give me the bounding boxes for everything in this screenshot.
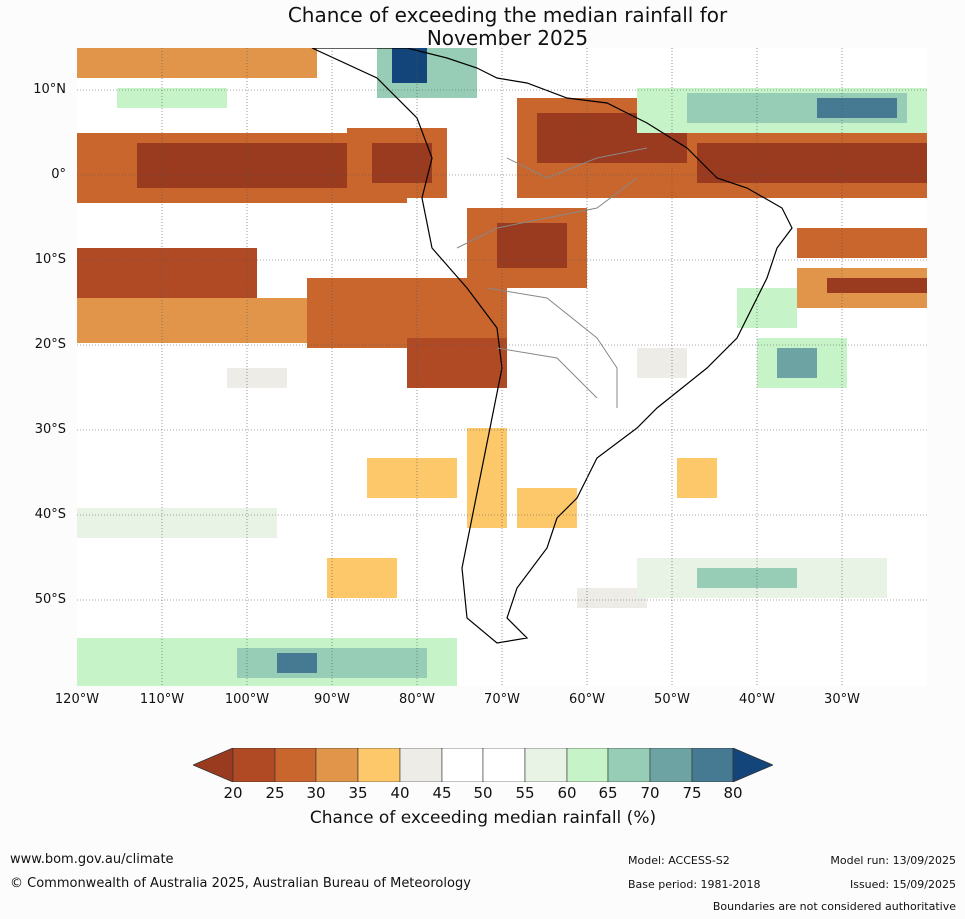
lon-label-100w: 100°W xyxy=(224,692,270,707)
colorbar-low-arrow xyxy=(193,748,234,782)
copyright-text: © Commonwealth of Australia 2025, Austra… xyxy=(10,876,471,891)
colorbar-bin-50-55 xyxy=(482,748,526,782)
colorbar-bin-40-45 xyxy=(399,748,443,782)
colorbar-tick-25: 25 xyxy=(265,784,285,802)
lon-label-30w: 30°W xyxy=(824,692,860,707)
lon-label-90w: 90°W xyxy=(314,692,350,707)
colorbar-bin-20-25 xyxy=(232,748,276,782)
wet-anomaly-fields xyxy=(77,48,927,686)
map-canvas xyxy=(77,48,927,686)
colorbar-label: Chance of exceeding median rainfall (%) xyxy=(309,808,657,828)
colorbar-tick-80: 80 xyxy=(723,784,743,802)
title-line-2: November 2025 xyxy=(426,26,589,50)
lon-label-50w: 50°W xyxy=(654,692,690,707)
colorbar-tick-45: 45 xyxy=(432,784,452,802)
colorbar-bin-75-80 xyxy=(691,748,734,782)
dry-anomaly-fields xyxy=(77,48,927,608)
lat-label-40s: 40°S xyxy=(34,507,66,522)
colorbar-tick-75: 75 xyxy=(682,784,702,802)
model-text: Model: ACCESS-S2 xyxy=(628,854,730,867)
graticule xyxy=(77,48,927,686)
colorbar-high-arrow xyxy=(732,748,773,782)
lon-label-110w: 110°W xyxy=(139,692,185,707)
colorbar-tick-50: 50 xyxy=(473,784,493,802)
colorbar-tick-30: 30 xyxy=(306,784,326,802)
colorbar-tick-35: 35 xyxy=(348,784,368,802)
colorbar xyxy=(193,748,773,782)
lon-label-40w: 40°W xyxy=(739,692,775,707)
colorbar-tick-20: 20 xyxy=(223,784,243,802)
lon-label-70w: 70°W xyxy=(484,692,520,707)
model-run-text: Model run: 13/09/2025 xyxy=(830,854,956,867)
lat-label-10s: 10°S xyxy=(34,252,66,267)
issued-text: Issued: 15/09/2025 xyxy=(849,878,956,891)
base-period-text: Base period: 1981-2018 xyxy=(628,878,761,891)
colorbar-bin-35-40 xyxy=(357,748,401,782)
lat-label-20s: 20°S xyxy=(34,337,66,352)
website-link[interactable]: www.bom.gov.au/climate xyxy=(10,852,174,867)
colorbar-bin-65-70 xyxy=(607,748,651,782)
colorbar-tick-60: 60 xyxy=(557,784,577,802)
map-title: Chance of exceeding the median rainfall … xyxy=(0,4,965,50)
disclaimer-text: Boundaries are not considered authoritat… xyxy=(712,900,956,913)
lon-label-60w: 60°W xyxy=(569,692,605,707)
colorbar-tick-55: 55 xyxy=(515,784,535,802)
lat-label-0: 0° xyxy=(51,167,66,182)
colorbar-bin-45-50 xyxy=(441,748,484,782)
country-borders xyxy=(456,147,648,408)
lon-label-120w: 120°W xyxy=(54,692,100,707)
colorbar-tick-40: 40 xyxy=(390,784,410,802)
continent-outline xyxy=(311,48,793,644)
colorbar-bin-25-30 xyxy=(274,748,317,782)
lon-label-80w: 80°W xyxy=(399,692,435,707)
colorbar-bin-70-75 xyxy=(649,748,693,782)
colorbar-tick-70: 70 xyxy=(640,784,660,802)
colorbar-bin-60-65 xyxy=(566,748,609,782)
colorbar-bin-55-60 xyxy=(524,748,568,782)
lat-label-30s: 30°S xyxy=(34,422,66,437)
colorbar-bin-30-35 xyxy=(315,748,359,782)
rainfall-map xyxy=(77,48,927,686)
title-line-1: Chance of exceeding the median rainfall … xyxy=(287,3,728,27)
lat-label-50s: 50°S xyxy=(34,592,66,607)
colorbar-tick-65: 65 xyxy=(598,784,618,802)
lat-label-10n: 10°N xyxy=(33,82,66,97)
